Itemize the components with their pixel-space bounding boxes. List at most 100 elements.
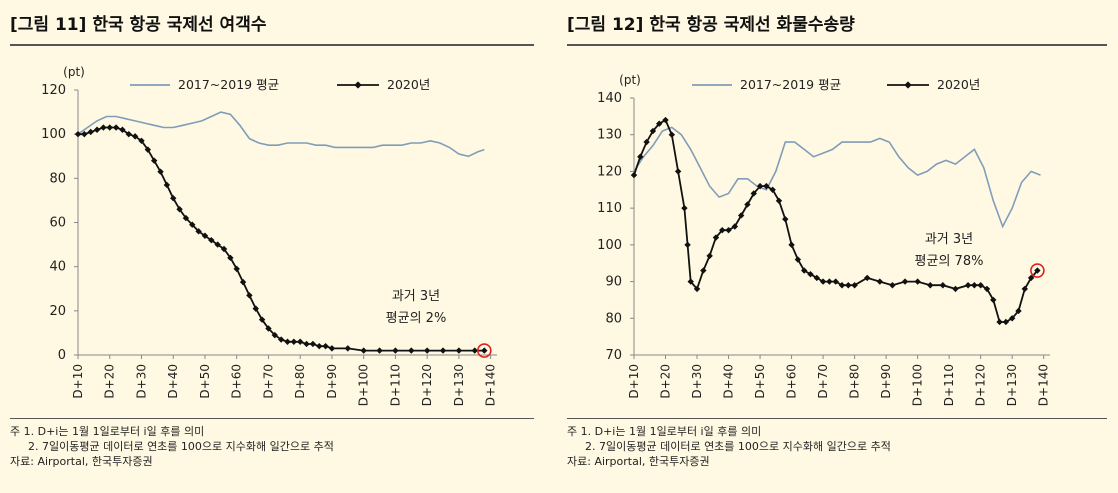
x-tick-label: D+20 bbox=[103, 364, 117, 399]
series-2020-point bbox=[838, 282, 846, 289]
x-tick-label: D+110 bbox=[388, 364, 402, 406]
series-2020-point bbox=[309, 340, 317, 348]
series-2020-point bbox=[845, 282, 852, 289]
series-2020-point bbox=[455, 347, 463, 354]
series-2020-point bbox=[750, 190, 757, 197]
series-2020-point bbox=[265, 325, 272, 332]
series-2020-point bbox=[303, 340, 310, 348]
series-2020-point bbox=[788, 241, 795, 249]
series-2020-point bbox=[201, 232, 209, 239]
series-2020-point bbox=[125, 130, 132, 138]
series-2020-point bbox=[138, 137, 145, 144]
y-tick-label: 40 bbox=[49, 260, 66, 275]
series-2020-point bbox=[819, 278, 827, 285]
series-2020-point bbox=[150, 157, 158, 164]
series-2020-line bbox=[633, 118, 1039, 323]
annotation-line: 평균의 2% bbox=[386, 311, 447, 326]
series-2020-point bbox=[170, 195, 177, 202]
series-2020-point bbox=[328, 345, 336, 352]
series-2020-point bbox=[208, 236, 215, 244]
x-tick-label: D+40 bbox=[722, 364, 736, 399]
series-2020-point bbox=[176, 206, 183, 213]
y-tick-label: 80 bbox=[49, 171, 66, 186]
highlight-circle bbox=[1030, 263, 1045, 278]
chart-notes: 주 1. D+i는 1월 1일로부터 i일 후를 의미 2. 7일이동평균 데이… bbox=[567, 424, 891, 469]
series-2020-point bbox=[693, 285, 701, 293]
series-2020-point bbox=[246, 292, 253, 299]
panel-cargo: [그림 12] 한국 항공 국제선 화물수송량 70 80 90 100 110 120 1… bbox=[557, 0, 1118, 493]
legend-2020-marker bbox=[354, 81, 362, 89]
series-2020-point bbox=[964, 282, 972, 289]
note-1: 주 1. D+i는 1월 1일로부터 i일 후를 의미 bbox=[567, 425, 762, 438]
series-2020-point bbox=[195, 228, 202, 235]
series-2020-point bbox=[392, 347, 399, 354]
chart-title: [그림 12] 한국 항공 국제선 화물수송량 bbox=[567, 15, 855, 35]
series-2020-point bbox=[277, 336, 285, 343]
y-tick-label: 20 bbox=[49, 304, 66, 319]
note-2: 2. 7일이동평균 데이터로 연초를 100으로 지수화해 일간으로 추적 bbox=[585, 440, 891, 453]
series-2020-point bbox=[439, 347, 447, 354]
series-2020-point bbox=[662, 116, 669, 124]
series-2020-point bbox=[106, 124, 113, 131]
x-tick-label: D+130 bbox=[452, 364, 466, 406]
series-avg-line bbox=[633, 126, 1041, 229]
series-2020-point bbox=[163, 181, 171, 189]
annotation-line: 과거 3년 bbox=[925, 232, 973, 247]
x-tick-label: D+50 bbox=[198, 364, 212, 399]
y-tick-label: 80 bbox=[605, 311, 622, 326]
series-2020-point bbox=[630, 171, 638, 179]
notes-rule bbox=[10, 418, 534, 419]
note-2: 2. 7일이동평균 데이터로 연초를 100으로 지수화해 일간으로 추적 bbox=[28, 440, 334, 453]
y-tick-label: 120 bbox=[597, 164, 622, 179]
series-2020-point bbox=[712, 234, 720, 241]
series-2020-point bbox=[807, 271, 814, 278]
series-2020-point bbox=[1034, 267, 1041, 274]
series-2020-point bbox=[100, 124, 107, 131]
x-tick-label: D+80 bbox=[848, 364, 862, 399]
series-2020-point bbox=[157, 168, 164, 175]
series-2020-point bbox=[189, 221, 196, 228]
series-2020-point bbox=[782, 215, 789, 223]
x-tick-label: D+100 bbox=[911, 364, 925, 406]
source-text: 자료: Airportal, 한국투자증권 bbox=[567, 455, 710, 468]
x-tick-label: D+40 bbox=[166, 364, 180, 399]
series-2020-point bbox=[952, 285, 959, 293]
y-tick-label: 60 bbox=[49, 216, 66, 231]
panel-passengers: [그림 11] 한국 항공 국제선 여객수 0 20 40 60 80 100 120 (pt… bbox=[0, 0, 545, 493]
series-2020-point bbox=[1002, 318, 1010, 326]
legend-2020-marker bbox=[904, 81, 912, 89]
x-tick-label: D+120 bbox=[974, 364, 988, 406]
x-tick-label: D+140 bbox=[1037, 364, 1051, 406]
series-2020-point bbox=[481, 347, 488, 354]
series-2020-point bbox=[252, 305, 259, 312]
series-2020-point bbox=[271, 331, 279, 339]
y-tick-label: 110 bbox=[597, 201, 622, 216]
y-tick-label: 100 bbox=[597, 238, 622, 253]
series-2020-point bbox=[360, 347, 367, 354]
chart-title: [그림 11] 한국 항공 국제선 여객수 bbox=[10, 15, 267, 35]
legend-avg-label: 2017~2019 평균 bbox=[178, 77, 279, 92]
series-2020-point bbox=[700, 267, 707, 274]
series-2020-point bbox=[408, 347, 415, 354]
series-2020-point bbox=[316, 342, 323, 350]
series-2020-point bbox=[81, 130, 88, 138]
y-axis-unit: (pt) bbox=[619, 73, 641, 87]
series-2020-point bbox=[901, 278, 909, 285]
series-2020-point bbox=[756, 182, 764, 190]
x-tick-label: D+80 bbox=[293, 364, 307, 399]
series-2020-point bbox=[1015, 307, 1022, 315]
y-tick-label: 140 bbox=[597, 91, 622, 106]
series-2020-point bbox=[681, 204, 688, 212]
series-2020-point bbox=[227, 254, 234, 262]
series-2020-point bbox=[851, 282, 858, 289]
series-2020-point bbox=[290, 338, 298, 345]
series-2020-point bbox=[471, 347, 478, 354]
series-2020-point bbox=[376, 347, 383, 354]
series-2020-point bbox=[233, 265, 240, 273]
series-2020-point bbox=[182, 214, 190, 222]
series-2020-point bbox=[983, 285, 991, 293]
series-2020-point bbox=[112, 124, 120, 131]
cargo-chart: 70 80 90 100 110 120 130 140 (pt) D+10 D+20 D+30 D+4… bbox=[597, 73, 1051, 406]
y-tick-label: 130 bbox=[597, 128, 622, 143]
y-tick-label: 70 bbox=[605, 348, 622, 363]
